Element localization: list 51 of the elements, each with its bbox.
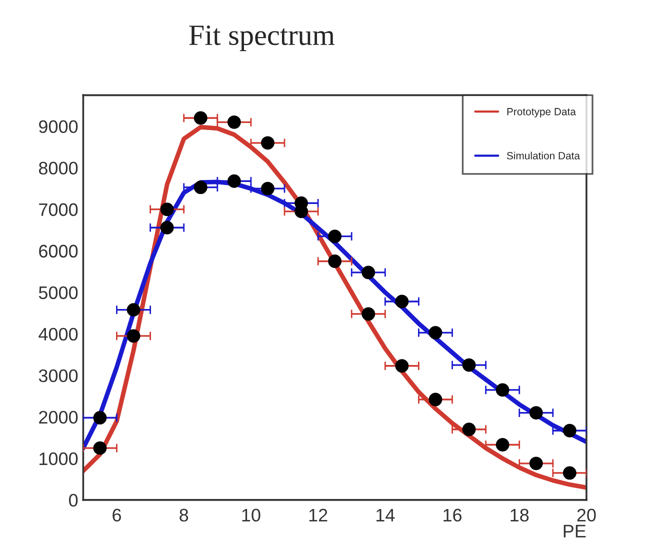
point <box>227 174 241 188</box>
point <box>529 406 543 420</box>
x-axis-title: PE <box>564 524 586 538</box>
point <box>395 294 409 308</box>
point <box>529 456 543 470</box>
point <box>160 220 174 234</box>
point <box>261 182 274 196</box>
point <box>462 358 476 372</box>
y-tick-label: 8000 <box>38 162 78 175</box>
point <box>126 329 140 343</box>
point <box>395 359 409 373</box>
y-tick-label: 1000 <box>40 452 78 466</box>
y-tick-label: 4000 <box>38 328 78 341</box>
legend-label: Prototype Data <box>507 108 576 118</box>
point <box>562 424 576 438</box>
y-tick-label: 3000 <box>38 369 78 382</box>
y-tick-label: 0 <box>69 494 78 507</box>
point <box>93 441 107 455</box>
point <box>496 438 510 452</box>
x-tick-label: 14 <box>376 508 395 522</box>
y-tick-label: 5000 <box>38 286 78 300</box>
y-tick-label: 2000 <box>39 410 78 424</box>
point <box>328 230 342 244</box>
point <box>194 111 208 125</box>
point <box>562 466 576 480</box>
point <box>428 392 442 406</box>
legend-label: Simulation Data <box>506 152 580 160</box>
point <box>160 202 174 216</box>
x-tick-label: 6 <box>112 508 121 522</box>
x-tick-label: 16 <box>444 508 462 522</box>
point <box>328 254 342 268</box>
x-tick-label: 8 <box>180 508 188 522</box>
point <box>428 326 442 340</box>
x-tick-label: 20 <box>577 508 596 522</box>
line-series <box>83 124 586 490</box>
x-tick-label: 12 <box>309 508 328 522</box>
x-tick-label: 18 <box>510 508 529 522</box>
point <box>261 136 274 150</box>
point <box>126 303 140 317</box>
point <box>496 383 510 397</box>
chart-title: Fit spectrum <box>189 26 335 52</box>
y-tick-label: 9000 <box>39 120 78 134</box>
y-tick-label: 6000 <box>39 244 78 258</box>
x-tick-label: 10 <box>242 508 260 522</box>
point <box>227 115 241 129</box>
point <box>462 422 476 436</box>
point <box>362 266 376 280</box>
point <box>362 307 376 321</box>
point <box>93 411 107 424</box>
y-tick-label: 7000 <box>39 203 78 216</box>
point <box>194 180 208 194</box>
